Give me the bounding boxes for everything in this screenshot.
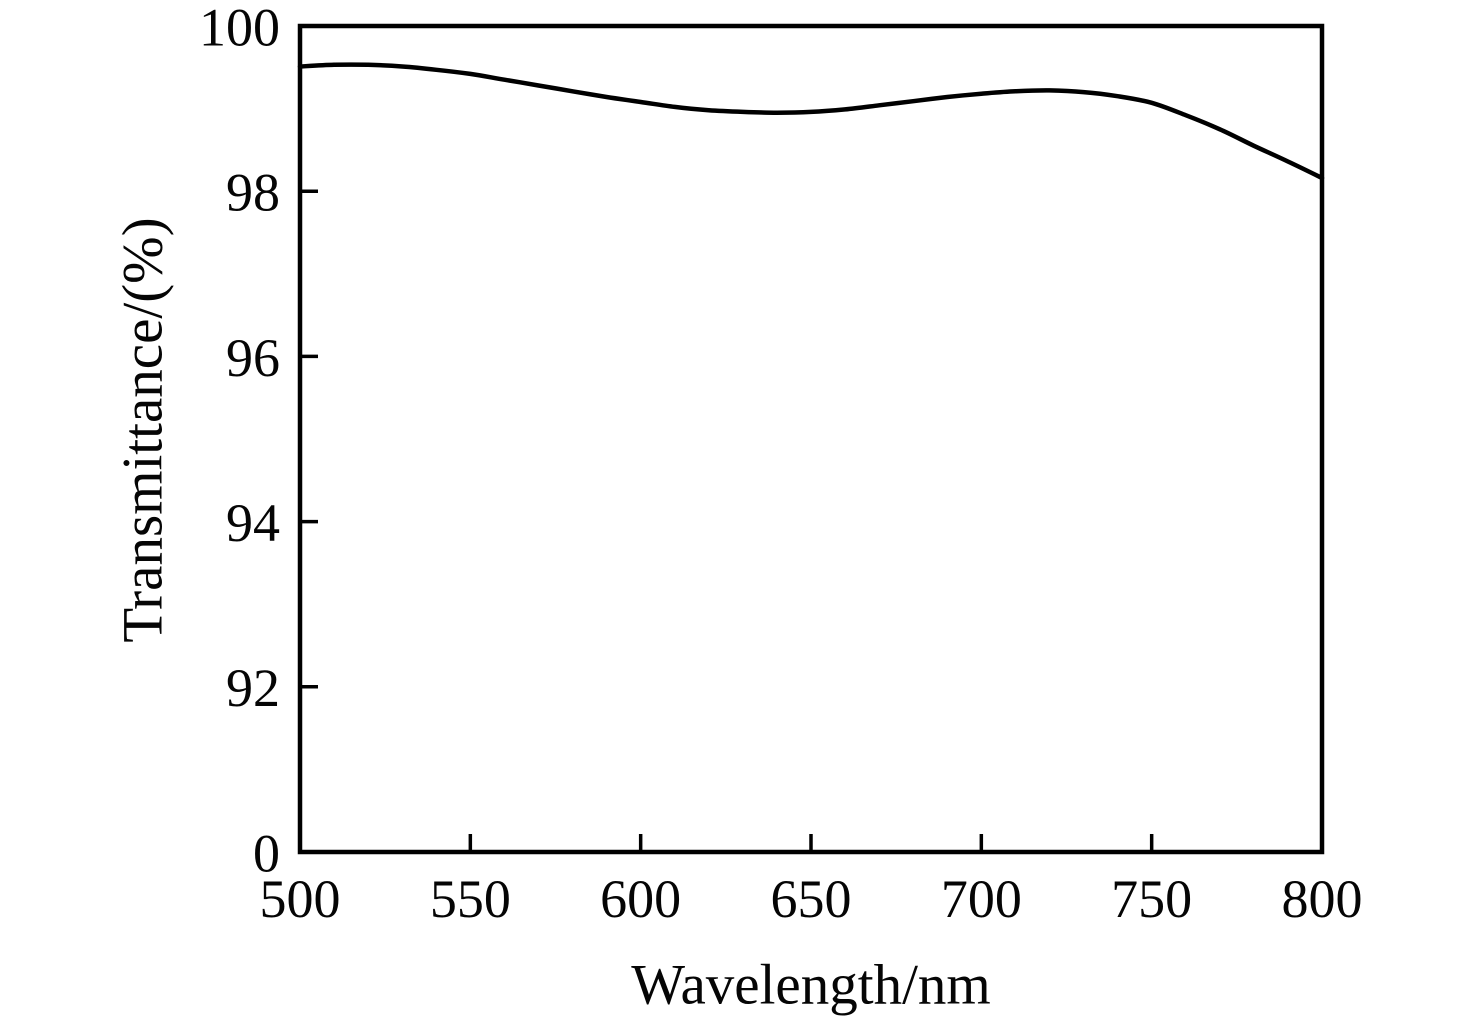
x-tick-label: 750 — [1111, 869, 1192, 929]
plot-frame — [297, 23, 1325, 855]
x-tick-label: 800 — [1282, 869, 1363, 929]
y-axis-title: Transmittance/(%) — [111, 217, 175, 643]
x-tick-label: 650 — [771, 869, 852, 929]
y-tick-label: 92 — [226, 658, 280, 718]
y-tick-label: 96 — [226, 328, 280, 388]
y-tick-label: 98 — [226, 163, 280, 223]
x-tick-label: 550 — [430, 869, 511, 929]
y-tick-label: 94 — [226, 493, 280, 553]
transmittance-curve — [297, 62, 1325, 181]
x-tick-label: 600 — [600, 869, 681, 929]
x-tick-label: 500 — [260, 869, 341, 929]
x-tick-label: 700 — [941, 869, 1022, 929]
y-tick-label: 100 — [199, 0, 280, 57]
x-axis-title: Wavelength/nm — [631, 953, 991, 1017]
y-tick-label: 0 — [253, 823, 280, 883]
